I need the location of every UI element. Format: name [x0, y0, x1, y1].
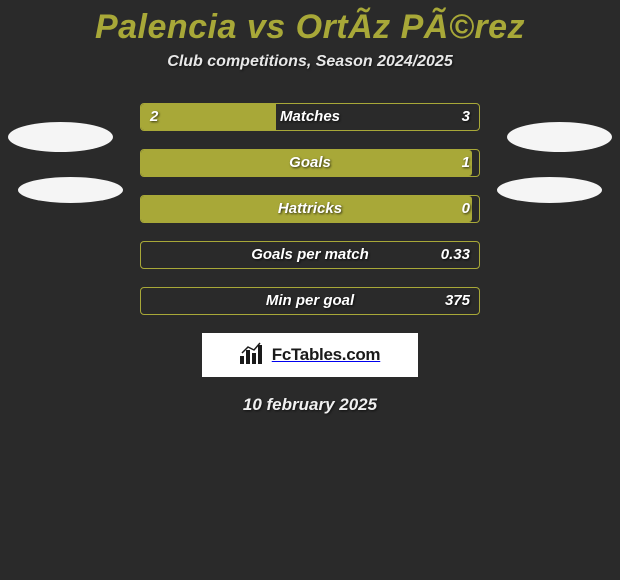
- stat-row-goals-per-match: Goals per match 0.33: [140, 241, 480, 271]
- team-left-logo-placeholder: [18, 177, 123, 203]
- player-right-photo-placeholder: [507, 122, 612, 152]
- team-right-logo-placeholder: [497, 177, 602, 203]
- brand-link[interactable]: FcTables.com: [202, 333, 418, 377]
- stat-row-min-per-goal: Min per goal 375: [140, 287, 480, 317]
- stat-row-matches: 2 Matches 3: [140, 103, 480, 133]
- stat-right-value: 1: [462, 149, 470, 177]
- stat-right-value: 0.33: [441, 241, 470, 269]
- bars-icon: [240, 342, 266, 369]
- stat-label: Goals: [140, 149, 480, 177]
- stat-right-value: 3: [462, 103, 470, 131]
- stat-label: Matches: [140, 103, 480, 131]
- player-left-photo-placeholder: [8, 122, 113, 152]
- stat-right-value: 375: [445, 287, 470, 315]
- brand-text: FcTables.com: [272, 345, 381, 365]
- date-text: 10 february 2025: [0, 395, 620, 415]
- page-subtitle: Club competitions, Season 2024/2025: [0, 53, 620, 71]
- stat-label: Hattricks: [140, 195, 480, 223]
- stat-label: Goals per match: [140, 241, 480, 269]
- page-title: Palencia vs OrtÃ­z PÃ©rez: [0, 0, 620, 47]
- stat-right-value: 0: [462, 195, 470, 223]
- stat-row-goals: Goals 1: [140, 149, 480, 179]
- stat-row-hattricks: Hattricks 0: [140, 195, 480, 225]
- stat-label: Min per goal: [140, 287, 480, 315]
